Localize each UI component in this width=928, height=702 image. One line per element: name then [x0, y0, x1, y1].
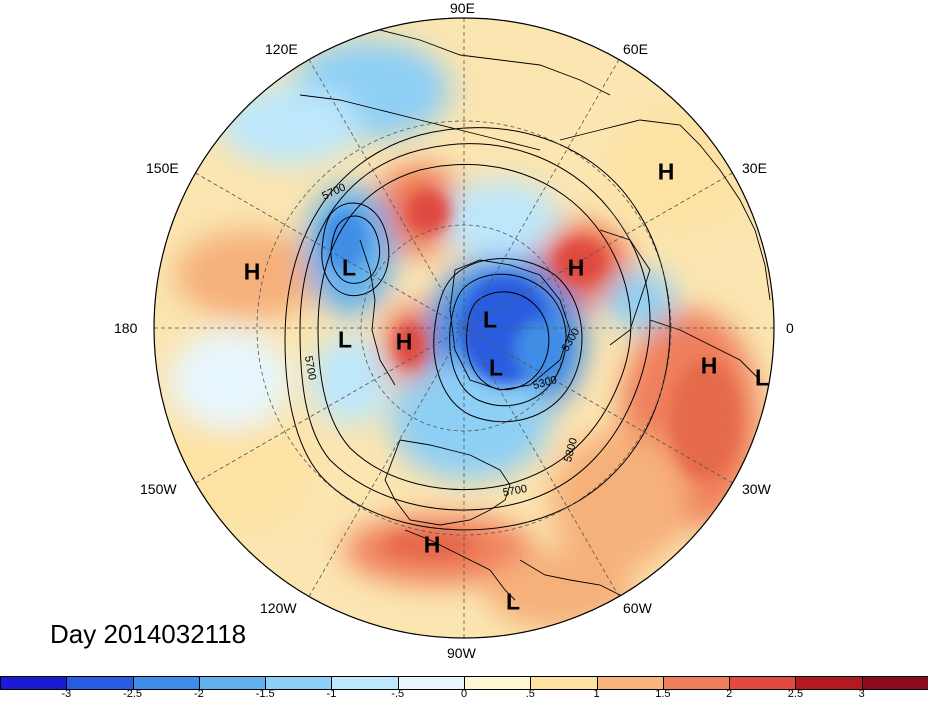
lon-label-180: 180 — [114, 320, 138, 336]
lon-label-60w: 60W — [623, 600, 652, 616]
colorbar-box — [464, 676, 532, 690]
colorbar-tick-label: 2 — [726, 688, 733, 700]
high-pressure-marker: H — [395, 328, 413, 355]
colorbar-box — [795, 676, 863, 690]
colorbar-tick-label: .5 — [525, 688, 535, 700]
low-pressure-marker: L — [482, 306, 498, 333]
lon-label-30w: 30W — [742, 481, 771, 497]
colorbar-box — [596, 676, 664, 690]
high-pressure-marker: H — [243, 258, 261, 285]
colorbar-box — [662, 676, 731, 690]
colorbar-tick-label: -1 — [326, 688, 337, 700]
lon-label-150e: 150E — [146, 160, 179, 176]
high-pressure-marker: H — [423, 531, 441, 558]
coastlines — [299, 29, 771, 621]
colorbar-tick-label: 1 — [593, 688, 600, 700]
colorbar-box — [132, 676, 200, 690]
high-pressure-marker: H — [567, 254, 585, 281]
map-title: Day 2014032118 — [50, 619, 247, 649]
low-pressure-marker: L — [488, 354, 504, 381]
colorbar-tick-label: -.5 — [391, 688, 405, 700]
map-boundary — [153, 17, 775, 639]
colorbar-tick-label: 1.5 — [655, 688, 671, 700]
lon-label-90w: 90W — [447, 645, 476, 661]
high-pressure-marker: H — [657, 158, 675, 185]
anomaly-field — [154, 18, 774, 638]
lon-label-30e: 30E — [742, 160, 767, 176]
low-pressure-marker: L — [337, 326, 353, 353]
lon-label-60e: 60E — [623, 41, 648, 57]
colorbar-box — [0, 676, 68, 690]
colorbar-box — [265, 676, 333, 690]
lon-label-0: 0 — [786, 320, 794, 336]
colorbar-tick-label: -2 — [193, 688, 204, 700]
colorbar-tick-label: -2.5 — [123, 688, 143, 700]
colorbar-box — [331, 676, 399, 690]
colorbar-tick-label: -3 — [61, 688, 72, 700]
high-pressure-marker: H — [700, 352, 718, 379]
colorbar — [0, 676, 928, 690]
colorbar-tick-label: 0 — [460, 688, 468, 700]
colorbar-tick-label: 3 — [858, 688, 865, 700]
height-contours — [284, 127, 671, 531]
colorbar-box — [729, 676, 797, 690]
colorbar-box — [397, 676, 465, 690]
lon-label-120w: 120W — [260, 600, 297, 616]
colorbar-box — [861, 676, 928, 690]
lon-label-90e: 90E — [450, 0, 475, 16]
low-pressure-marker: L — [505, 588, 521, 615]
colorbar-tick-label: 2.5 — [787, 688, 804, 700]
lon-label-120e: 120E — [265, 41, 298, 57]
lon-label-150w: 150W — [140, 481, 177, 497]
low-pressure-marker: L — [341, 254, 357, 281]
graticule — [154, 18, 774, 638]
low-pressure-marker: L — [754, 364, 770, 391]
colorbar-box — [530, 676, 598, 690]
colorbar-tick-label: -1.5 — [255, 688, 275, 700]
